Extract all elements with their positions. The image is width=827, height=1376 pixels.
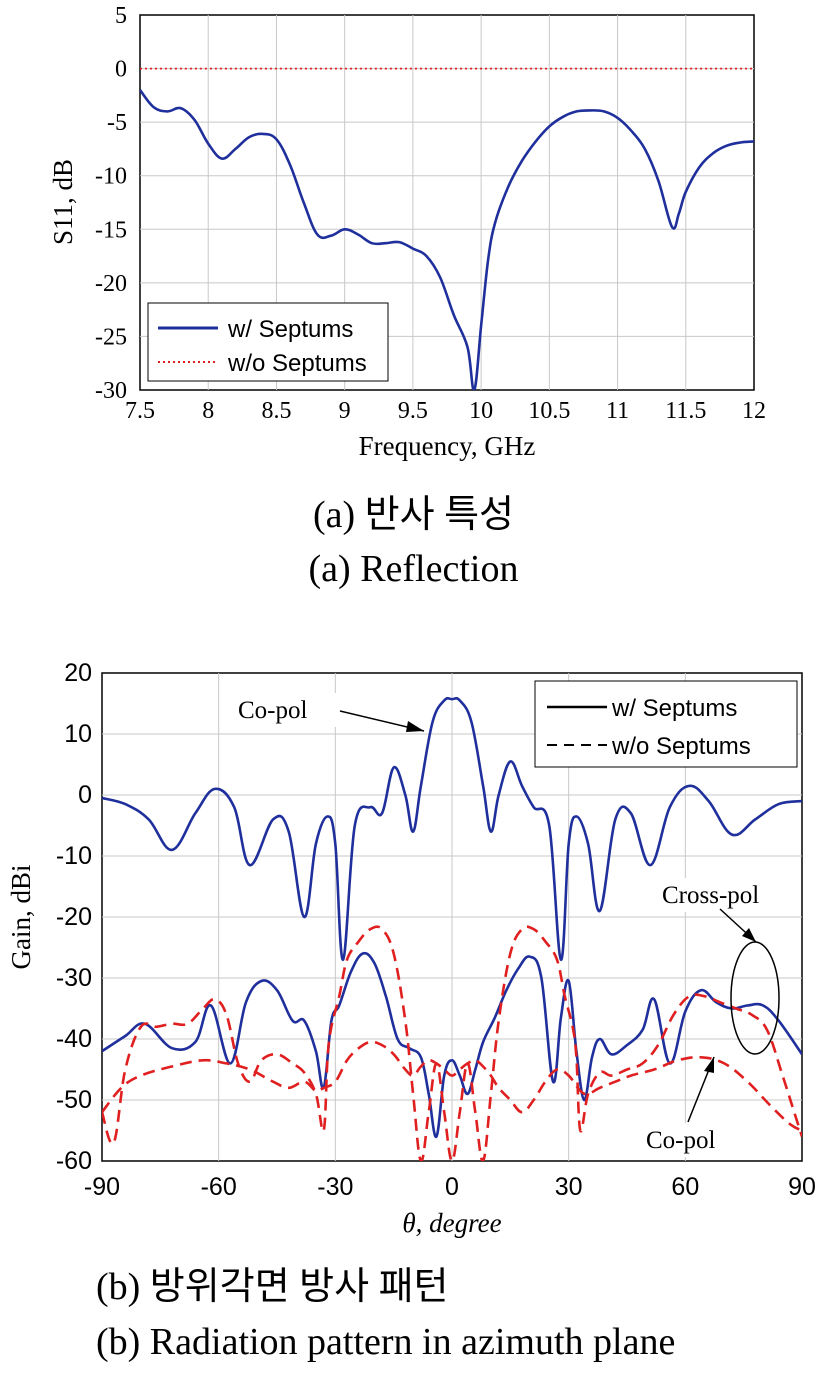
reflection-series [140, 67, 754, 390]
x-tick-label: -90 [84, 1173, 120, 1201]
series-line-w-septums-co-pol [102, 696, 802, 962]
y-tick-label: -10 [56, 842, 92, 870]
y-tick-label: -60 [56, 1147, 92, 1175]
legend-label-wo-septums: w/o Septums [611, 733, 751, 760]
x-tick-label: 10 [469, 398, 493, 424]
radiation-y-axis-label: Gain, dBi [6, 865, 36, 970]
series-line-w-o-septums-cross-pol [102, 925, 802, 1161]
x-tick-label: 60 [671, 1173, 699, 1201]
x-tick-label: 9 [339, 398, 351, 424]
annotation-copol-bottom-arrowhead [704, 1057, 714, 1073]
legend-label-w-septums: w/ Septums [227, 316, 353, 343]
x-tick-label: 30 [555, 1173, 583, 1201]
annotation-copol-top-arrowhead [406, 721, 424, 732]
radiation-x-ticks: -90 -60 -30 0 30 60 90 [84, 1173, 816, 1201]
radiation-y-ticks: 20 10 0 -10 -20 -30 -40 -50 -60 [56, 659, 92, 1175]
y-tick-label: -30 [95, 378, 127, 404]
annotation-copol-top: Co-pol [238, 697, 308, 724]
caption-a-korean: (a) 반사 특성 [312, 494, 514, 536]
y-tick-label: -20 [56, 903, 92, 931]
y-tick-label: 10 [64, 720, 92, 748]
x-tick-label: 10.5 [528, 398, 570, 424]
annotation-crosspol: Cross-pol [662, 882, 759, 909]
y-tick-label: -10 [95, 164, 127, 190]
caption-b-english: (b) Radiation pattern in azimuth plane [96, 1321, 676, 1363]
series-line-w-septums-cross-pol [102, 951, 802, 1138]
y-tick-label: -20 [95, 271, 127, 297]
annotation-crosspol-ellipse [730, 941, 780, 1055]
legend-label-w-septums: w/ Septums [611, 695, 737, 722]
annotation-copol-bottom: Co-pol [646, 1127, 716, 1154]
y-tick-label: -25 [95, 324, 127, 350]
reflection-chart: 7.5 8 8.5 9 9.5 10 10.5 11 11.5 12 5 0 -5 -10 -15 -20 -… [48, 3, 766, 461]
x-tick-label: -60 [201, 1173, 237, 1201]
x-tick-label: -30 [317, 1173, 353, 1201]
reflection-y-axis-label: S11, dB [48, 159, 78, 245]
radiation-pattern-chart: -90 -60 -30 0 30 60 90 20100-10-20-30-40-50-60… [6, 659, 816, 1238]
reflection-x-ticks: 7.5 8 8.5 9 9.5 10 10.5 11 11.5 12 [125, 398, 766, 424]
x-tick-label: 11 [606, 398, 629, 424]
reflection-legend-box [147, 302, 389, 382]
x-tick-label: 8 [202, 398, 214, 424]
reflection-x-axis-label: Frequency, GHz [359, 431, 536, 461]
annotation-crosspol-arrowhead [742, 928, 756, 942]
x-tick-label: 9.5 [398, 398, 428, 424]
y-tick-label: 5 [115, 3, 127, 29]
x-tick-label: 8.5 [261, 398, 291, 424]
y-tick-label: 0 [78, 781, 92, 809]
y-tick-label: -5 [107, 110, 127, 136]
y-tick-label: -30 [56, 964, 92, 992]
annotation-crosspol-bg [656, 878, 794, 912]
radiation-series [102, 696, 802, 1161]
x-tick-label: 12 [742, 398, 766, 424]
y-tick-label: -15 [95, 217, 127, 243]
y-tick-label: -50 [56, 1086, 92, 1114]
radiation-legend: w/ Septums w/o Septums [534, 680, 798, 768]
radiation-x-axis-label: θ, degree [402, 1208, 501, 1238]
series-line-w-o-septums-co-pol [102, 1040, 802, 1132]
y-tick-label: 0 [115, 57, 127, 83]
radiation-legend-box [534, 680, 798, 768]
caption-b-korean: (b) 방위각면 방사 패턴 [96, 1266, 449, 1308]
reflection-y-ticks: 5 0 -5 -10 -15 -20 -25 -30 [95, 3, 127, 404]
x-tick-label: 90 [788, 1173, 816, 1201]
annotation-copol-top-bg [232, 693, 342, 727]
caption-a-english: (a) Reflection [308, 548, 519, 590]
x-tick-label: 11.5 [665, 398, 706, 424]
reflection-legend: w/ Septums w/o Septums [147, 302, 389, 382]
x-tick-label: 7.5 [125, 398, 155, 424]
x-tick-label: 0 [445, 1173, 459, 1201]
annotation-copol-bottom-bg [640, 1123, 752, 1157]
y-tick-label: 20 [64, 659, 92, 687]
y-tick-label: -40 [56, 1025, 92, 1053]
series-line-w-septums [140, 89, 754, 390]
legend-label-wo-septums: w/o Septums [227, 350, 367, 377]
